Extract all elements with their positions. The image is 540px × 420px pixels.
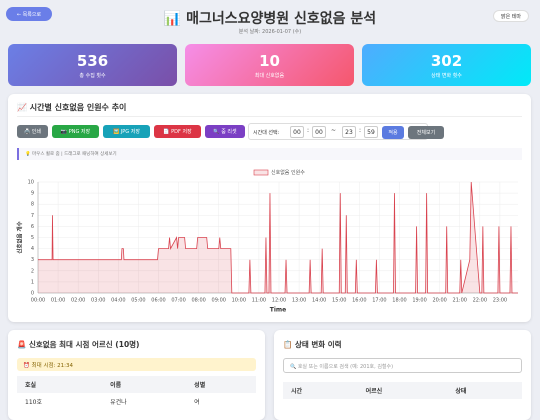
x-tick-label: 21:00 [453, 298, 467, 304]
y-tick-label: 0 [31, 291, 34, 297]
x-tick-label: 12:00 [272, 298, 286, 304]
stat-label: 최대 신호없음 [254, 73, 285, 79]
x-tick-label: 06:00 [151, 298, 165, 304]
jpg-button[interactable]: 🖼️ JPG 저장 [103, 125, 150, 138]
y-tick-label: 1 [31, 279, 34, 285]
x-tick-label: 05:00 [131, 298, 145, 304]
divider [17, 116, 522, 117]
th: 상태 [455, 388, 467, 395]
all-button[interactable]: 전체보기 [408, 126, 444, 139]
x-tick-label: 09:00 [212, 298, 226, 304]
x-tick-label: 17:00 [372, 298, 386, 304]
x-tick-label: 02:00 [71, 298, 85, 304]
th: 성별 [194, 382, 206, 389]
x-tick-label: 00:00 [31, 298, 45, 304]
page: ← 목록으로 📊 매그너스요양병원 신호없음 분석 분석 날짜: 2026-01… [6, 7, 531, 420]
y-tick-label: 8 [31, 202, 34, 208]
stat-label: 상태 변화 횟수 [431, 73, 462, 79]
x-tick-label: 15:00 [332, 298, 346, 304]
stat-card: 302 상태 변화 횟수 [362, 44, 531, 86]
range-sep: ~ [331, 127, 337, 134]
png-button[interactable]: 📷 PNG 저장 [52, 125, 99, 138]
x-tick-label: 04:00 [111, 298, 125, 304]
chart: 0 1 2 3 4 5 6 7 8 9 10 00:00 01:00 02:00 03:00 04:00 05:… [16, 169, 518, 314]
panel-title: 📈 시간별 신호없음 인원수 추이 [17, 103, 127, 112]
back-button[interactable]: ← 목록으로 [6, 7, 52, 21]
panel-title: 📋 상태 변화 이력 [283, 340, 342, 349]
x-tick-label: 11:00 [252, 298, 266, 304]
x-axis-label: Time [270, 307, 286, 314]
th: 시간 [291, 388, 303, 395]
search-input[interactable]: 🔍 호실 또는 이름으로 검색 (예: 201호, 김철수) [283, 358, 522, 373]
x-tick-label: 10:00 [232, 298, 246, 304]
x-tick-label: 01:00 [51, 298, 65, 304]
y-tick-label: 2 [31, 268, 34, 274]
td: 110호 [25, 399, 42, 406]
x-tick-label: 14:00 [312, 298, 326, 304]
subtitle: 분석 날짜: 2026-01-07 (수) [238, 29, 302, 35]
stat-card: 536 총 수집 횟수 [8, 44, 177, 86]
th: 이름 [110, 382, 122, 389]
pdf-button[interactable]: 📄 PDF 저장 [154, 125, 201, 138]
th: 어르신 [365, 388, 383, 395]
td: 여 [194, 399, 200, 406]
x-tick-label: 22:00 [473, 298, 487, 304]
stat-value: 536 [76, 52, 109, 70]
y-tick-label: 10 [28, 180, 34, 186]
x-tick-label: 13:00 [292, 298, 306, 304]
x-tick-label: 16:00 [352, 298, 366, 304]
y-tick-label: 6 [31, 224, 34, 230]
chart-panel: 📈 시간별 신호없음 인원수 추이 🖨️ 인쇄 📷 PNG 저장 🖼️ JPG … [8, 94, 531, 322]
theme-button[interactable]: 밝은 테마 [493, 10, 529, 22]
area [38, 182, 518, 293]
panel-title: 🚨 신호없음 최대 시점 어르신 (10명) [17, 340, 140, 349]
y-tick-label: 4 [31, 246, 34, 252]
y-tick-label: 3 [31, 257, 34, 263]
x-tick-label: 18:00 [392, 298, 406, 304]
range-label: 시간대 선택: [253, 130, 280, 136]
y-axis-label: 신호없음 개수 [16, 221, 24, 253]
stat-label: 총 수집 횟수 [79, 73, 106, 79]
apply-button[interactable]: 적용 [382, 126, 404, 139]
history-table: 시간 어르신 상태 [283, 382, 522, 399]
stat-value: 302 [430, 52, 463, 70]
td: 유건나 [110, 399, 127, 406]
minute-input[interactable]: 59 [364, 126, 378, 138]
y-tick-label: 7 [31, 213, 34, 219]
th: 호실 [25, 382, 37, 389]
hint: 💡 마우스 휠로 줌 | 드래그로 패닝하여 상세보기 [17, 148, 522, 160]
legend-label: 신호없음 인원수 [271, 169, 305, 176]
x-tick-label: 20:00 [432, 298, 446, 304]
colon: : [307, 127, 310, 134]
stat-value: 10 [259, 52, 280, 70]
print-button[interactable]: 🖨️ 인쇄 [17, 125, 48, 138]
max-time: ⏰ 최대 시점: 21:34 [17, 358, 256, 371]
max-table: 호실 이름 성별 110호 유건나 여 [17, 376, 256, 410]
legend-swatch [253, 169, 269, 176]
history-panel: 📋 상태 변화 이력 🔍 호실 또는 이름으로 검색 (예: 201호, 김철수… [274, 330, 531, 420]
x-tick-label: 03:00 [91, 298, 105, 304]
stat-card: 10 최대 신호없음 [185, 44, 354, 86]
hour-input[interactable]: 23 [342, 126, 356, 138]
y-tick-label: 9 [31, 191, 34, 197]
page-title: 📊 매그너스요양병원 신호없음 분석 [163, 11, 377, 27]
max-panel: 🚨 신호없음 최대 시점 어르신 (10명) ⏰ 최대 시점: 21:34 호실… [8, 330, 265, 420]
x-tick-label: 07:00 [171, 298, 185, 304]
x-tick-label: 23:00 [493, 298, 507, 304]
zoom-reset-button[interactable]: 🔍 줌 리셋 [205, 125, 245, 138]
colon: : [359, 127, 362, 134]
hour-input[interactable]: 00 [290, 126, 304, 138]
x-tick-label: 19:00 [412, 298, 426, 304]
minute-input[interactable]: 00 [312, 126, 326, 138]
line [38, 181, 518, 294]
x-tick-label: 08:00 [191, 298, 205, 304]
y-tick-label: 5 [31, 235, 34, 241]
